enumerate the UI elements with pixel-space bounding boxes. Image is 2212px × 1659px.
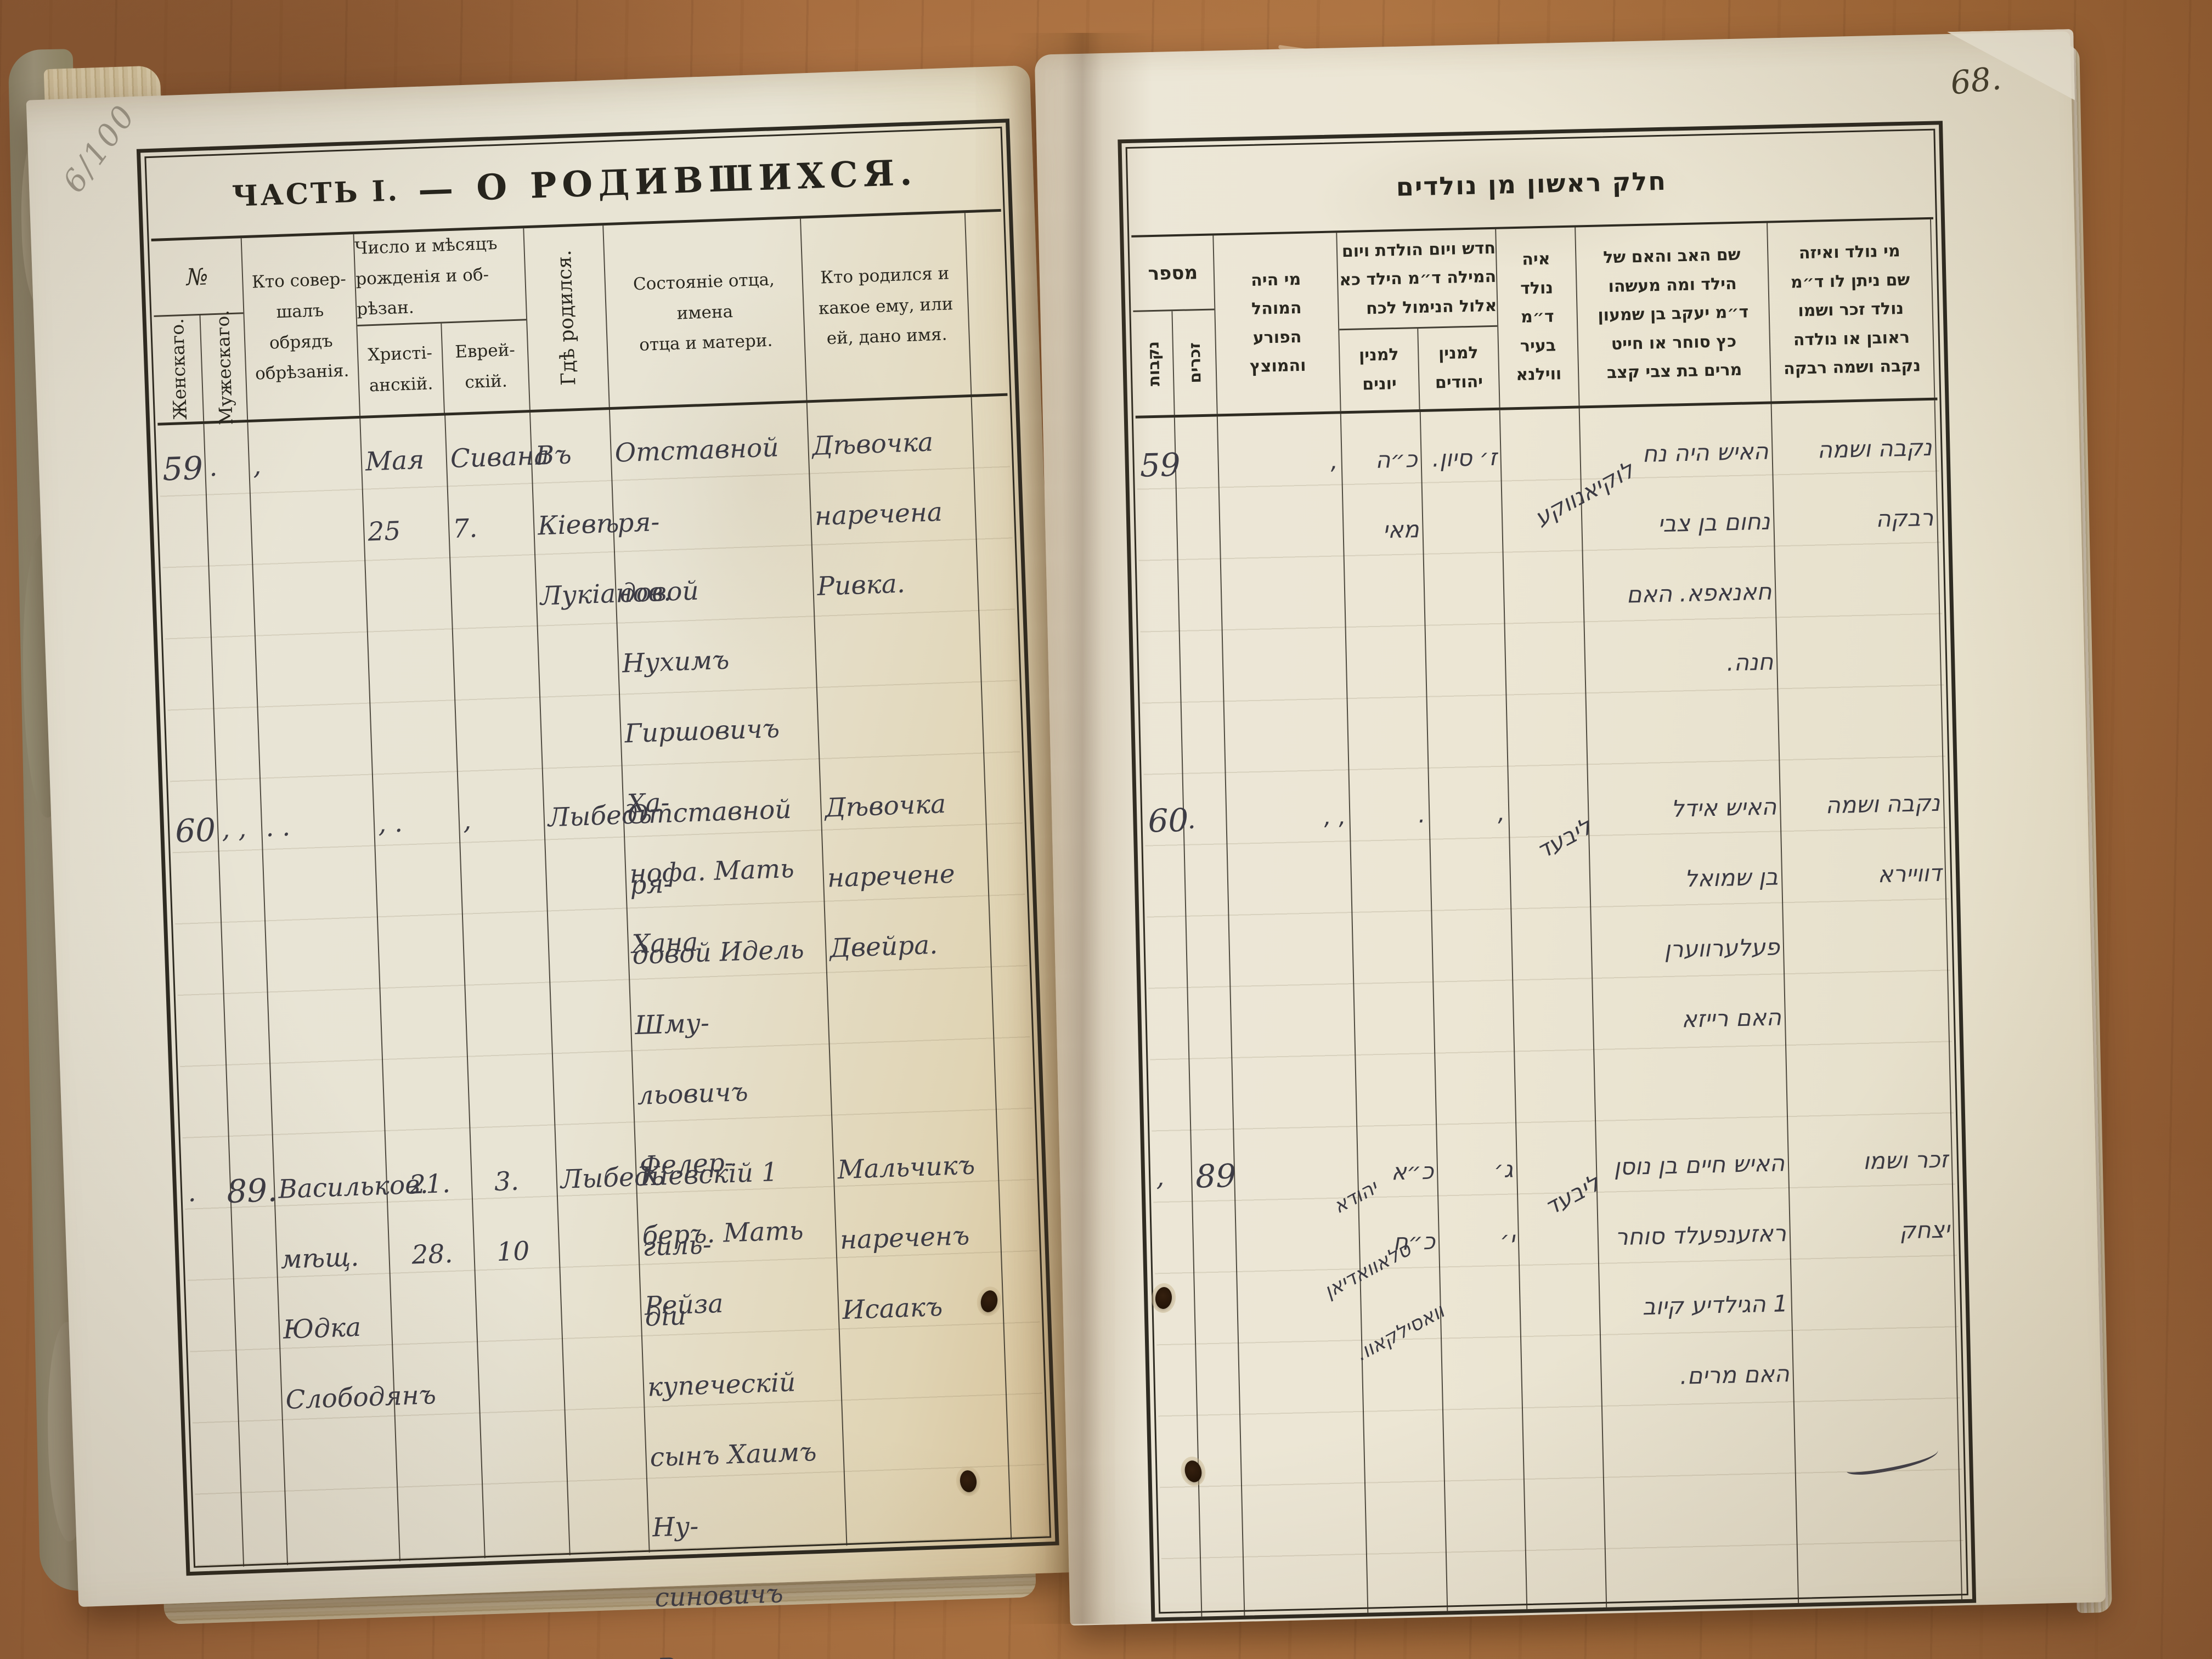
ditto-mark: . bbox=[1187, 804, 1197, 835]
where-born-entry: Лыбедь bbox=[560, 1161, 665, 1195]
left-page: 6/100 ЧАСТЬ I. — О РОДИВШИХСЯ. № Женскаг… bbox=[26, 65, 1082, 1659]
column-dates: חדש ויום הולדת ויום המילה ד״מ הילד כא אל… bbox=[1337, 229, 1500, 411]
entry-number-female: 60 bbox=[1147, 801, 1189, 840]
column-child-name: Кто родился и какое ему, или ей, дано им… bbox=[800, 213, 972, 400]
column-where-born: איה נולד ד״מ בעיר ווילנא bbox=[1496, 227, 1580, 408]
ditto-mark: , bbox=[462, 805, 472, 836]
ditto-mark: , bbox=[1330, 447, 1339, 475]
julian-date-entry: כ״ה מאי bbox=[1375, 445, 1420, 544]
where-born-entry: Въ Кіевѣ Лукіанов. bbox=[534, 439, 672, 612]
number-header: № bbox=[151, 238, 244, 317]
ditto-mark: , . bbox=[377, 808, 403, 839]
child-name-entry: זכר ושמו יצחק bbox=[1863, 1146, 1950, 1244]
column-christian-date: Христі- анскій. bbox=[357, 323, 445, 416]
father-entry: האיש אידל בן שמואל פעלערווערן האם רייזא bbox=[1663, 793, 1782, 1033]
father-entry: Кіевскій 1 гиль- діи купеческій сынъ Хаи… bbox=[639, 1157, 817, 1659]
number-header: מספר bbox=[1131, 235, 1215, 312]
jewish-date-entry: ז׳ סיון. bbox=[1431, 443, 1498, 472]
margin-column bbox=[966, 212, 1008, 394]
ditto-mark: , , bbox=[1323, 803, 1346, 831]
ditto-mark: , bbox=[1155, 1161, 1165, 1193]
column-dates: Число и мѣсяцъ рожденія и об- рѣзан. Хри… bbox=[354, 228, 531, 416]
where-born-entry: Лыбедь bbox=[547, 799, 653, 833]
record-row-59: 59 . , Мая 25 Сивана 7. Въ Кіевѣ Лукіано… bbox=[157, 396, 1020, 960]
entry-number-male: 89 bbox=[1195, 1156, 1237, 1195]
column-father: Состояніе отца, имена отца и матери. bbox=[603, 218, 808, 407]
record-row-59: 59 , כ״ה מאי ז׳ סיון. לוקיאנווקע האיש הי… bbox=[1136, 404, 1945, 777]
right-page: 68. חלק ראשון מן נולדים מספר נקבות זכרים bbox=[1034, 31, 2106, 1626]
record-row-89: . 89. Васильков. мѣщ. Юдка Слободянъ 21.… bbox=[183, 1120, 1048, 1659]
ditto-mark: , bbox=[1497, 799, 1505, 826]
column-father: שם האב והאם של הילד ומה מעשהו ד״מ יעקב ב… bbox=[1576, 223, 1772, 406]
jewish-date-entry: Сивана 7. bbox=[449, 440, 550, 545]
right-table-header: מספר נקבות זכרים מי היה המוהל הפורע והמו… bbox=[1131, 219, 1938, 419]
dates-header: חדש ויום הולדת ויום המילה ד״מ הילד כא אל… bbox=[1337, 229, 1498, 331]
column-child-name: מי נולד ואיזה שם ניתן לו ד״מ נולד זכר וש… bbox=[1768, 219, 1936, 402]
column-mohel: מי היה המוהל הפורע והמוצץ bbox=[1214, 233, 1341, 414]
left-table-header: № Женскаго. Мужескаго. Кто совер- шалъ о… bbox=[151, 211, 1008, 426]
record-row-89: , 89 יהודא סלאוואדיאן וואסילקאוו. כ״א כ״… bbox=[1152, 1115, 1963, 1561]
ditto-mark: , bbox=[252, 450, 262, 481]
ditto-mark: . bbox=[1418, 800, 1426, 828]
column-female: נקבות bbox=[1133, 311, 1175, 416]
ditto-mark: , , bbox=[221, 813, 247, 845]
entry-number-female: 59 bbox=[162, 449, 204, 488]
column-number: מספר נקבות זכרים bbox=[1131, 235, 1218, 416]
page-number: 68. bbox=[1948, 59, 2003, 102]
child-name-entry: Дѣвочка наречена Ривка. bbox=[811, 427, 943, 602]
ditto-mark: . bbox=[208, 452, 218, 483]
father-entry: האיש חיים בן נוסן ראזענפעלד סוחר 1 הגילד… bbox=[1613, 1149, 1790, 1390]
pencil-annotation: 6/100 bbox=[55, 98, 144, 200]
column-female: Женскаго. bbox=[154, 315, 205, 423]
column-where-born: Гдѣ родился. bbox=[524, 225, 610, 410]
jewish-date-entry: 3. 10 bbox=[493, 1166, 531, 1268]
record-row-60: 60 , , . . , . , Лыбедь Отставной ря- до… bbox=[170, 758, 1032, 1322]
entry-number-female: 59 bbox=[1139, 445, 1181, 484]
ditto-mark bbox=[1175, 428, 1218, 430]
entry-number-female: 60 bbox=[174, 811, 217, 850]
part-label: ЧАСТЬ I. bbox=[231, 174, 400, 213]
column-jewish-date: Еврей- скій. bbox=[454, 340, 516, 392]
child-name-entry: Дѣвочка наречене Двейра. bbox=[824, 789, 956, 964]
child-name-entry: Мальчикъ нареченъ Исаакъ bbox=[837, 1150, 975, 1326]
mohel-entry: Васильков. мѣщ. Юдка Слободянъ bbox=[278, 1169, 437, 1415]
right-table-body: 59 , כ״ה מאי ז׳ סיון. לוקיאנווקע האיש הי… bbox=[1135, 400, 1965, 1618]
column-number: № Женскаго. Мужескаго. bbox=[151, 238, 249, 426]
christian-date-entry: Мая 25 bbox=[365, 444, 425, 548]
jewish-date-entry: ג׳ י׳ bbox=[1493, 1155, 1515, 1254]
right-table-frame: חלק ראשון מן נולדים מספר נקבות זכרים מי … bbox=[1118, 121, 1977, 1622]
column-mohel: Кто совер- шалъ обрядъ обрѣзанія. bbox=[241, 234, 361, 420]
record-row-60: 60 . , , . , ליבעד האיש אידל בן שמואל פע… bbox=[1144, 759, 1954, 1133]
entry-number-male: 89. bbox=[226, 1171, 278, 1211]
column-male: זכרים bbox=[1184, 342, 1205, 383]
child-name-entry: נקבה ושמה דוויירא bbox=[1825, 789, 1942, 888]
left-table-frame: ЧАСТЬ I. — О РОДИВШИХСЯ. № Женскаго. Муж… bbox=[136, 119, 1059, 1659]
column-jewish-date: למנין יהודים bbox=[1435, 343, 1483, 392]
ditto-mark: . . bbox=[265, 811, 291, 843]
section-title: — О РОДИВШИХСЯ. bbox=[417, 152, 918, 211]
column-julian-date: למנין יונים bbox=[1339, 329, 1420, 411]
dates-header: Число и мѣсяцъ рожденія и об- рѣзан. bbox=[354, 228, 527, 326]
left-table-body: 59 . , Мая 25 Сивана 7. Въ Кіевѣ Лукіано… bbox=[157, 396, 1048, 1659]
child-name-entry: נקבה ושמה רבקה bbox=[1817, 433, 1934, 533]
christian-date-entry: 21. 28. bbox=[409, 1169, 454, 1271]
column-male: Мужескаго. bbox=[211, 309, 237, 426]
